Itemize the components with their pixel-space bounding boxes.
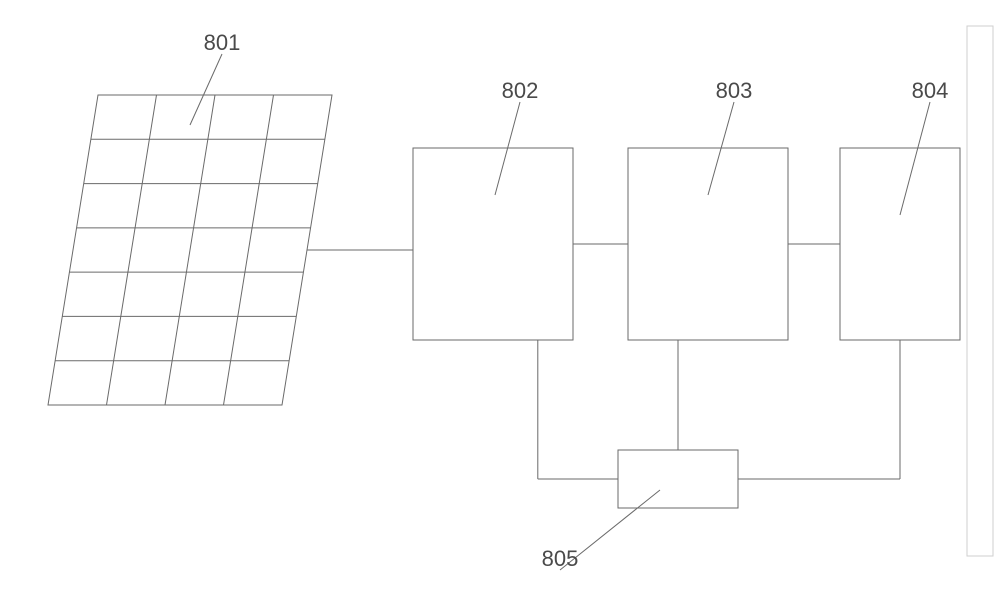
box-802	[413, 148, 573, 340]
label-803: 803	[716, 78, 753, 103]
callout-803: 803	[708, 78, 752, 195]
callout-801: 801	[190, 30, 240, 125]
right-margin-box	[967, 26, 993, 556]
label-802: 802	[502, 78, 539, 103]
callout-802: 802	[495, 78, 538, 195]
box-805	[618, 450, 738, 508]
solar-panel	[48, 95, 332, 405]
connectors	[307, 244, 900, 479]
box-804	[840, 148, 960, 340]
label-804: 804	[912, 78, 949, 103]
callout-804: 804	[900, 78, 948, 215]
callout-805: 805	[542, 490, 660, 571]
label-805: 805	[542, 546, 579, 571]
box-803	[628, 148, 788, 340]
label-801: 801	[204, 30, 241, 55]
